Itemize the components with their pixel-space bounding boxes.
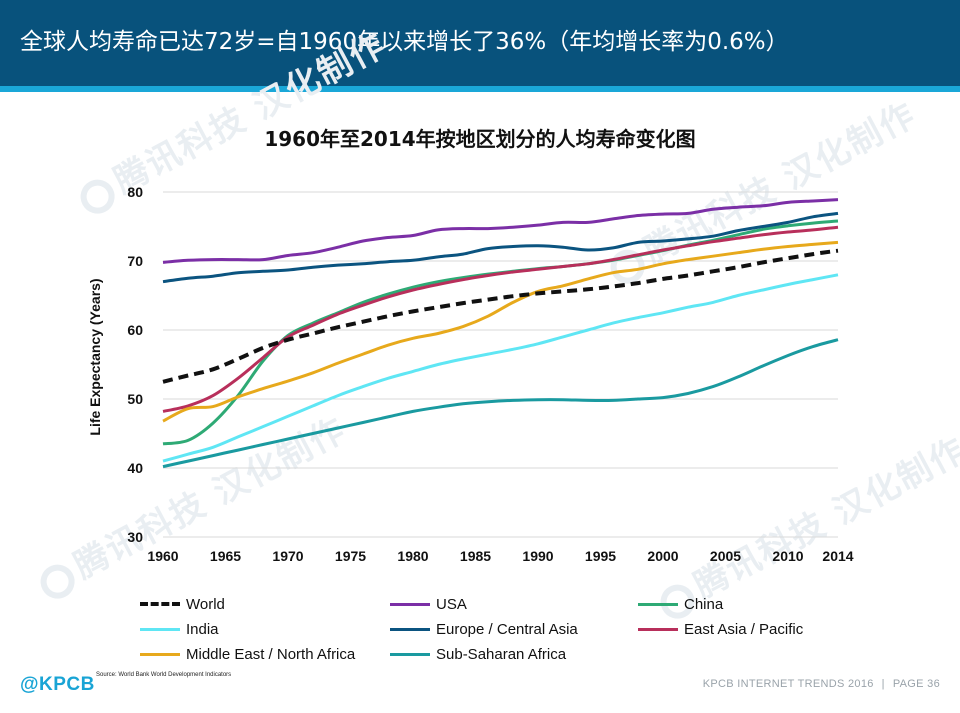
series-line-world [162,248,839,384]
series-line-china [162,219,839,446]
series-line-india [162,273,839,463]
series-line-europe-central-asia [162,211,839,284]
legend-swatch [390,652,430,656]
series-line-usa [162,198,839,264]
y-tick-label: 50 [127,391,143,407]
x-tick-label: 1970 [272,548,303,564]
y-tick-label: 40 [127,460,143,476]
series-line-middle-east-north-africa [162,240,839,423]
x-tick-label: 1960 [147,548,178,564]
series-line-sub-saharan-africa [162,338,839,469]
legend-label: World [186,595,225,613]
legend-item-middle-east-north-africa: Middle East / North Africa [140,644,355,664]
x-tick-label: 1980 [397,548,428,564]
x-tick-label: 1975 [335,548,366,564]
series-line-east-asia-pacific [162,225,839,413]
legend-label: East Asia / Pacific [684,620,804,638]
x-tick-label: 2005 [710,548,741,564]
legend-item-india: India [140,619,219,639]
x-tick-label: 2014 [822,548,853,564]
source-note: Source: World Bank World Development Ind… [96,672,232,678]
legend-item-china: China [638,594,723,614]
legend-item-east-asia-pacific: East Asia / Pacific [638,619,803,639]
footer-info: KPCB INTERNET TRENDS 2016 | PAGE 36 [703,678,940,690]
y-tick-label: 70 [127,253,143,269]
x-tick-label: 1995 [585,548,616,564]
report-name: KPCB INTERNET TRENDS 2016 [702,678,874,690]
legend-label: USA [436,595,467,613]
series-lines [162,198,839,469]
y-axis-label: Life Expectancy (Years) [87,278,103,435]
legend-label: China [684,595,724,613]
page-title: 全球人均寿命已达72岁=自1960年以来增长了36%（年均增长率为0.6%） [20,29,789,55]
page-number: PAGE 36 [892,678,940,690]
legend-swatch [140,652,180,656]
legend-item-europe-central-asia: Europe / Central Asia [390,619,578,639]
legend-item-world: World [140,594,225,614]
legend-swatch [638,602,678,606]
legend-label: Middle East / North Africa [186,645,356,663]
axis-tick-labels: 30 40 50 60 70 80 1960 1965 1970 1975 1980 1985 1990… [127,184,853,564]
legend-label: India [186,620,219,638]
x-tick-label: 1990 [522,548,553,564]
x-tick-label: 2010 [772,548,803,564]
header-accent-stripe [0,86,960,92]
legend-swatch [390,602,430,606]
legend-item-usa: USA [390,594,467,614]
x-tick-label: 2000 [647,548,678,564]
y-tick-label: 80 [127,184,143,200]
y-tick-label: 30 [127,529,143,545]
kpcb-logo: @KPCB [20,674,95,695]
header-bar: 全球人均寿命已达72岁=自1960年以来增长了36%（年均增长率为0.6%） [0,0,960,86]
legend-swatch [140,627,180,631]
legend-swatch [140,602,180,606]
chart-title: 1960年至2014年按地区划分的人均寿命变化图 [264,127,696,151]
grid-lines [163,191,838,538]
legend-label: Europe / Central Asia [436,620,578,638]
y-tick-label: 60 [127,322,143,338]
x-tick-label: 1985 [460,548,491,564]
footer-separator: | [881,678,885,690]
legend-swatch [390,627,430,631]
legend-label: Sub-Saharan Africa [436,645,567,663]
legend-swatch [638,627,678,631]
x-tick-label: 1965 [210,548,241,564]
legend-item-sub-saharan-africa: Sub-Saharan Africa [390,644,566,664]
